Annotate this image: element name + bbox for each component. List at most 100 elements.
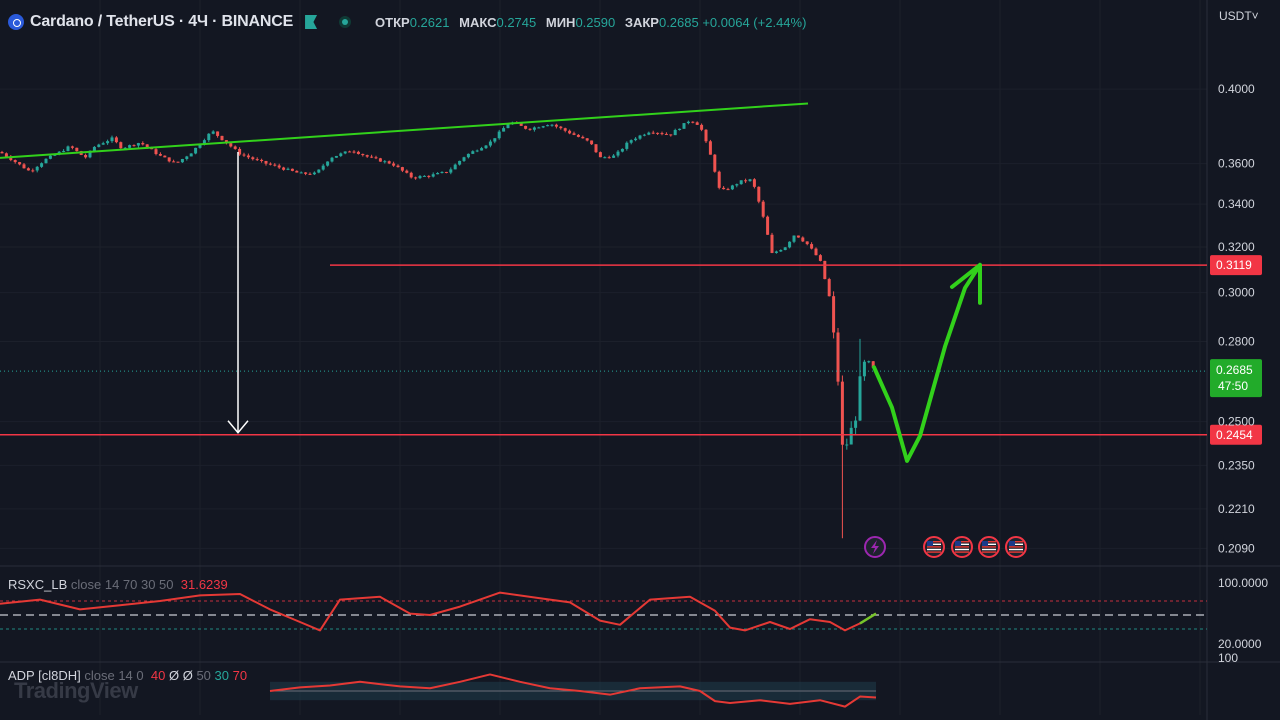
- us-flag-icon[interactable]: [923, 536, 945, 558]
- candle-body: [361, 153, 365, 156]
- candle-body: [141, 143, 145, 145]
- high-label: МАКС: [459, 14, 497, 30]
- candle-body: [757, 186, 761, 202]
- candle-body: [792, 235, 796, 242]
- candle-body: [260, 159, 264, 161]
- flag-stripe: [982, 548, 996, 551]
- adp-value-6: 70: [232, 668, 248, 683]
- price-axis: 0.4000 0.3600 0.3400 0.3200 0.3000 0.2800 0.25…: [1218, 82, 1255, 555]
- price-tick-label: 0.3400: [1218, 197, 1255, 211]
- candle-body: [180, 159, 184, 163]
- candle-body: [664, 133, 668, 135]
- open-value: 0.2621: [409, 14, 450, 30]
- candle-body: [251, 157, 255, 160]
- flag-icon[interactable]: [305, 15, 318, 29]
- us-flag-icon[interactable]: [978, 536, 1000, 558]
- candle-body: [559, 126, 563, 129]
- trendline: [0, 102, 809, 159]
- candle-body: [810, 244, 814, 249]
- candle-body: [475, 150, 479, 152]
- candle-body: [766, 216, 770, 235]
- candle-body: [704, 129, 708, 142]
- us-flag-icon[interactable]: [951, 536, 973, 558]
- candle-body: [22, 164, 26, 169]
- candle-body: [519, 123, 523, 126]
- candle-body: [563, 128, 567, 131]
- candle-body: [550, 124, 554, 126]
- candle-body: [444, 171, 448, 173]
- candle-body: [788, 241, 792, 248]
- candle-body: [682, 123, 686, 129]
- candle-body: [273, 164, 277, 166]
- lightning-icon[interactable]: [864, 536, 886, 558]
- price-tick-label: 0.2090: [1218, 541, 1255, 555]
- symbol-title[interactable]: Cardano / TetherUS · 4Ч · BINANCE: [30, 13, 294, 30]
- candle-body: [686, 121, 690, 124]
- flag-stripe: [1009, 548, 1023, 551]
- cardano-coin-icon: [8, 14, 24, 30]
- candle-body: [282, 167, 286, 170]
- candle-body: [678, 128, 682, 130]
- chart-header: Cardano / TetherUS · 4Ч · BINANCE ОТКР0.…: [8, 10, 812, 34]
- candle-body: [783, 247, 787, 251]
- candle-body: [84, 154, 88, 158]
- candle-body: [207, 133, 211, 141]
- candle-body: [119, 142, 123, 149]
- candle-body: [4, 153, 8, 157]
- adp-value-2: Ø: [168, 668, 180, 683]
- candle-body: [568, 130, 572, 134]
- candle-body: [656, 132, 660, 134]
- candle-body: [484, 145, 488, 149]
- last-price-label: 0.2685: [1216, 363, 1253, 377]
- candle-body: [546, 125, 550, 127]
- candle-body: [92, 146, 96, 151]
- candle-body: [854, 420, 858, 428]
- price-tick-label: 0.3000: [1218, 286, 1255, 300]
- candlestick-series: [0, 120, 875, 539]
- candle-body: [427, 175, 431, 177]
- candle-body: [647, 132, 651, 135]
- candle-body: [691, 121, 695, 123]
- candle-body: [431, 174, 435, 177]
- adp-line: [269, 673, 877, 708]
- candle-body: [814, 248, 818, 256]
- candle-body: [713, 154, 717, 172]
- candle-body: [700, 124, 704, 130]
- flag-stripe: [927, 548, 941, 551]
- candle-body: [101, 143, 105, 145]
- candle-body: [612, 155, 616, 158]
- candle-body: [620, 148, 624, 152]
- candle-body: [616, 151, 620, 156]
- candle-body: [114, 137, 118, 143]
- currency-selector[interactable]: USDT˅: [1219, 9, 1259, 23]
- candle-body: [0, 151, 4, 154]
- flag-stripe: [982, 546, 996, 548]
- candle-body: [352, 151, 356, 153]
- candle-body: [246, 155, 250, 158]
- flag-stripe: [1009, 543, 1023, 545]
- adp-value-1: 40: [150, 668, 166, 683]
- close-label: ЗАКР: [624, 14, 659, 30]
- candle-body: [761, 201, 765, 217]
- candle-body: [132, 145, 136, 147]
- level-price-label: 0.3119: [1216, 258, 1252, 272]
- adp-legend[interactable]: ADP [cl8DH] close 14 0 40 Ø Ø 50 30 70: [8, 668, 247, 683]
- candle-body: [770, 234, 774, 253]
- candle-body: [334, 155, 338, 158]
- flag-stripe: [955, 551, 969, 553]
- candle-body: [304, 172, 308, 174]
- candle-body: [840, 381, 844, 445]
- candle-body: [541, 126, 545, 128]
- candle-body: [88, 150, 92, 158]
- candle-body: [660, 133, 664, 135]
- flag-stripe: [1009, 541, 1023, 543]
- flag-stripe: [982, 551, 996, 553]
- us-flag-icon[interactable]: [1005, 536, 1027, 558]
- candle-body: [440, 171, 444, 173]
- candle-body: [198, 144, 202, 148]
- rsxc-legend[interactable]: RSXC_LB close 14 70 30 50 31.6239: [8, 577, 228, 592]
- flag-canton: [982, 541, 988, 546]
